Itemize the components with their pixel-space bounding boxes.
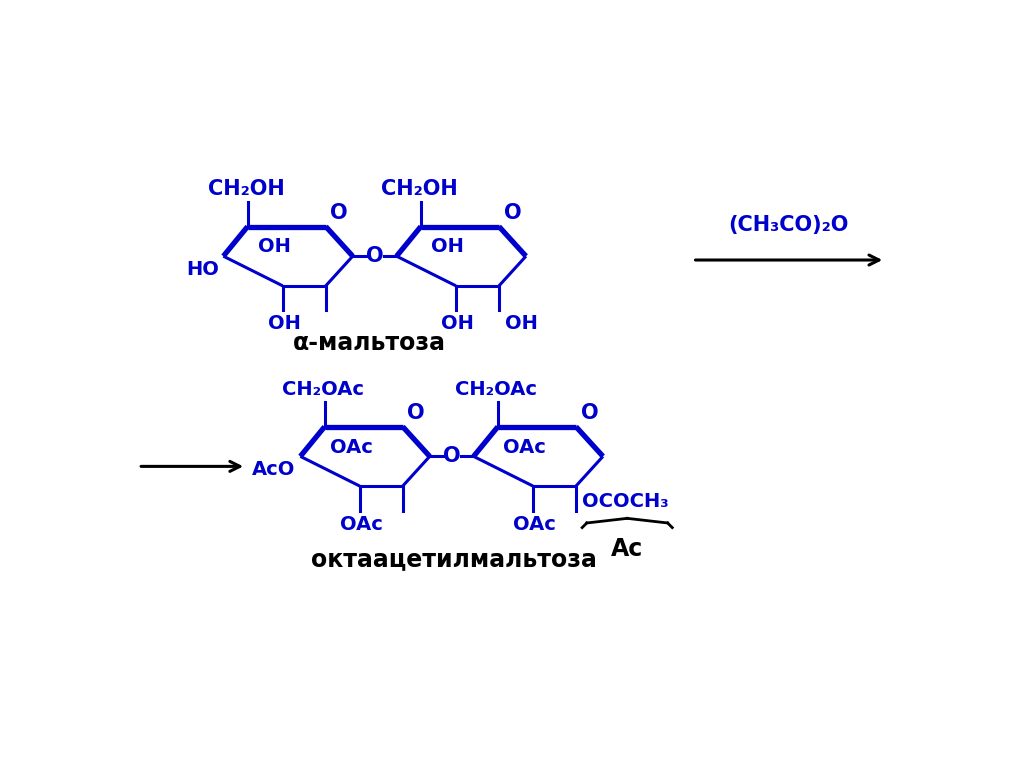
- Text: O: O: [408, 403, 425, 423]
- Text: HO: HO: [185, 260, 219, 279]
- Text: OAc: OAc: [504, 438, 546, 457]
- Text: OH: OH: [441, 314, 474, 333]
- Text: OAc: OAc: [340, 515, 383, 534]
- Text: CH₂OH: CH₂OH: [208, 179, 285, 199]
- Text: OH: OH: [431, 237, 464, 257]
- Text: AcO: AcO: [252, 460, 296, 479]
- Text: O: O: [581, 403, 598, 423]
- Text: OH: OH: [505, 314, 538, 333]
- Text: α-мальтоза: α-мальтоза: [293, 331, 445, 355]
- Text: O: O: [442, 446, 461, 466]
- Text: октаацетилмальтоза: октаацетилмальтоза: [311, 547, 597, 571]
- Text: O: O: [504, 203, 521, 223]
- Text: CH₂OAc: CH₂OAc: [456, 380, 538, 399]
- Text: O: O: [331, 203, 348, 223]
- Text: OAc: OAc: [330, 438, 373, 457]
- Text: CH₂OH: CH₂OH: [381, 179, 458, 199]
- Text: OCOCH₃: OCOCH₃: [583, 492, 669, 511]
- Text: OH: OH: [267, 314, 301, 333]
- Text: Ac: Ac: [611, 537, 643, 561]
- Text: OAc: OAc: [513, 515, 556, 534]
- Text: (CH₃CO)₂O: (CH₃CO)₂O: [729, 215, 849, 235]
- Text: OH: OH: [258, 237, 291, 257]
- Text: CH₂OAc: CH₂OAc: [282, 380, 365, 399]
- Text: O: O: [366, 247, 383, 266]
